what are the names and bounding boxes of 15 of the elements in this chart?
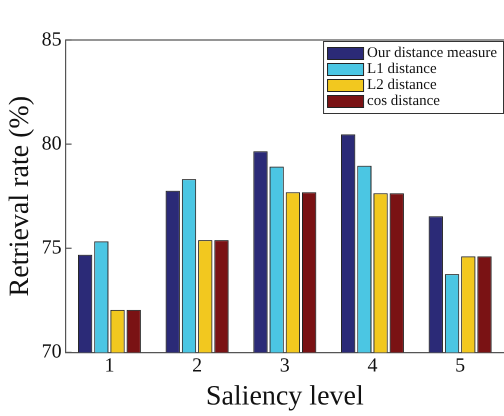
legend-label: L1 distance [367, 60, 437, 77]
x-tick-label: 5 [455, 354, 466, 377]
x-tick-label: 2 [192, 354, 202, 377]
legend-label: L2 distance [367, 76, 437, 93]
y-axis-title: Retrieval rate (%) [4, 96, 36, 296]
legend-label: cos distance [367, 92, 440, 109]
legend-label: Our distance measure [367, 44, 498, 61]
x-axis-title: Saliency level [206, 380, 364, 412]
x-tick-label: 1 [104, 354, 114, 377]
y-tick-label: 70 [42, 340, 62, 363]
x-tick-label: 4 [367, 354, 378, 377]
y-tick-label: 75 [42, 236, 62, 259]
y-tick-label: 80 [42, 132, 62, 154]
x-tick-label: 3 [280, 354, 290, 377]
y-tick-label: 85 [42, 28, 62, 50]
